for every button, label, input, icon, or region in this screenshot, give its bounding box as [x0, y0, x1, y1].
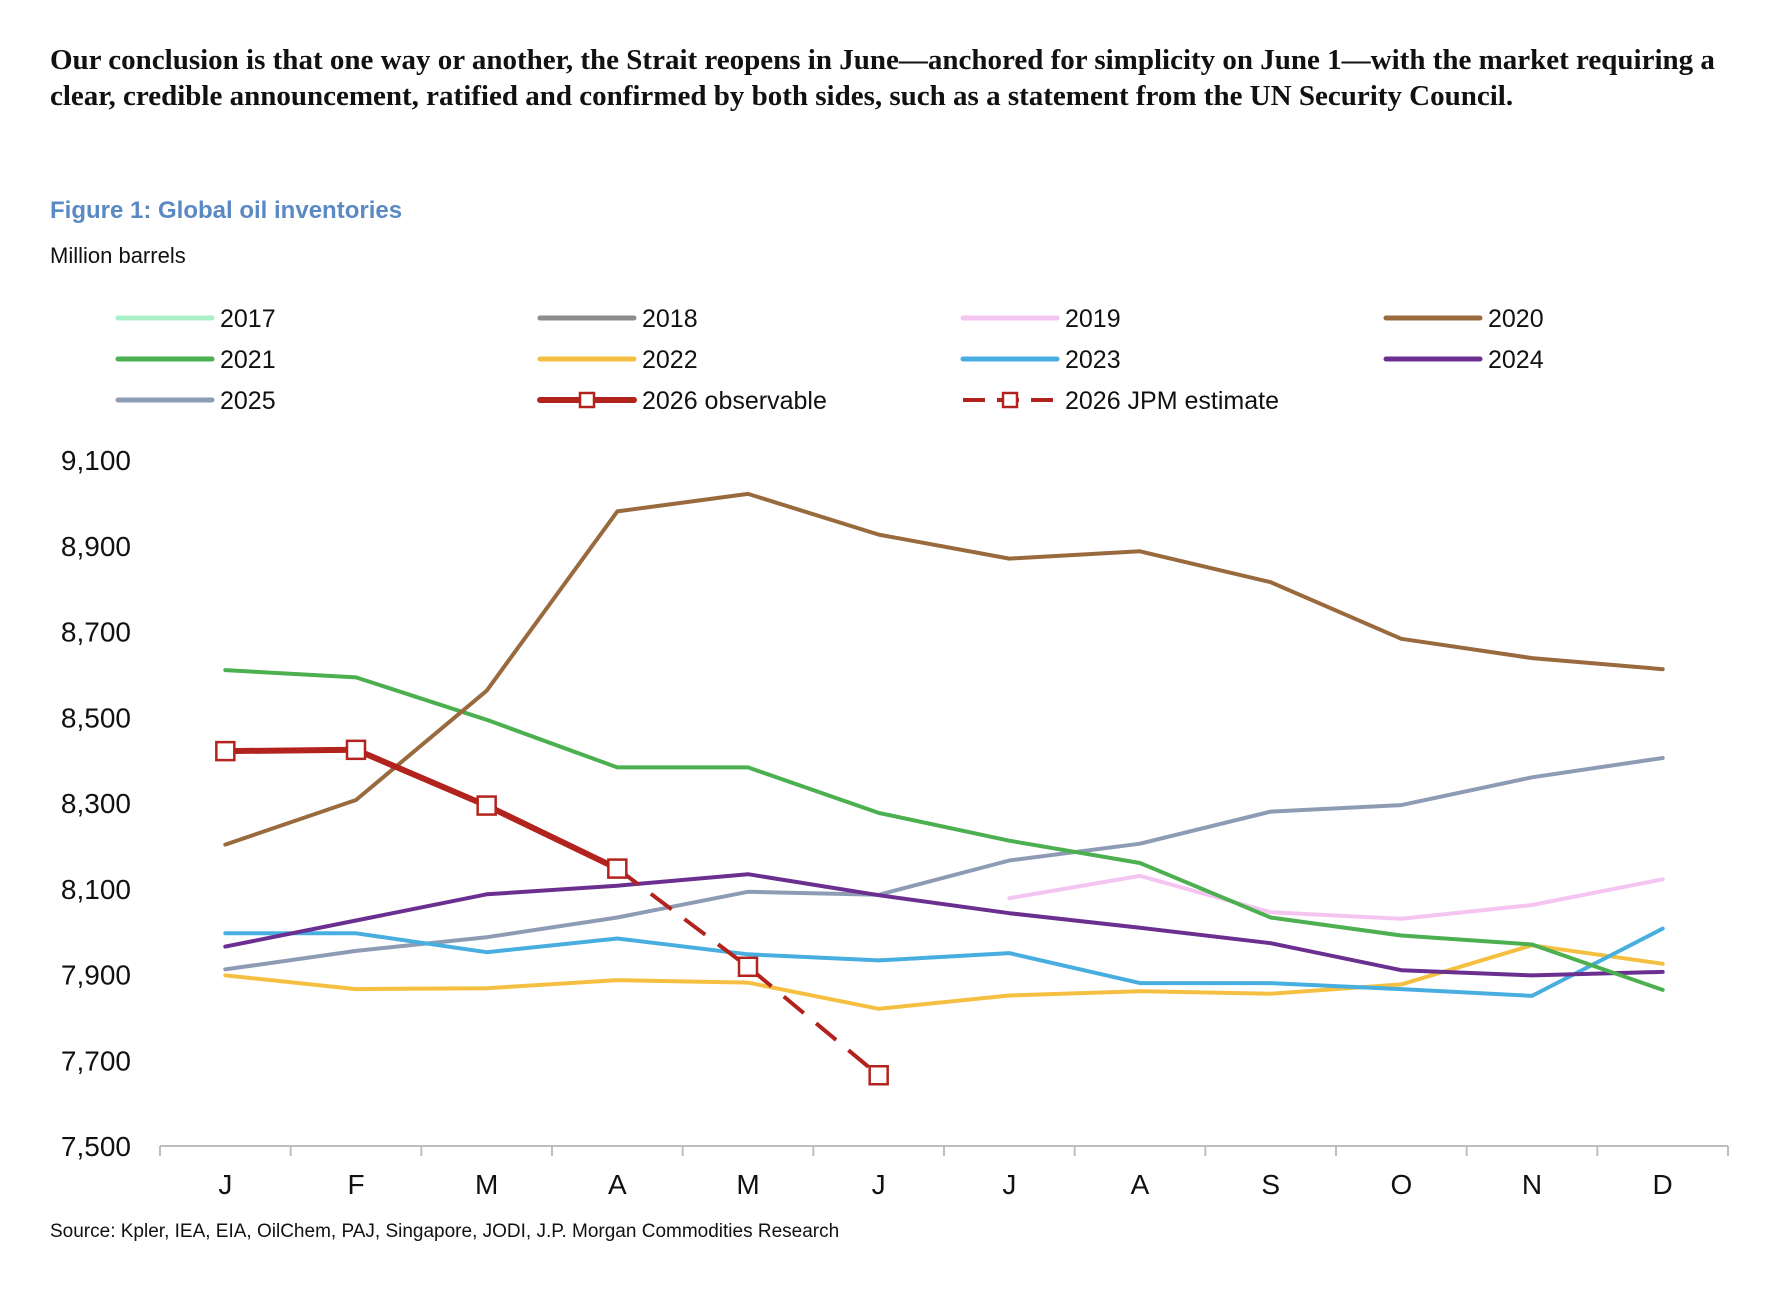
legend-item-2020: 2020 [1383, 305, 1544, 333]
x-tick-label: M [736, 1169, 759, 1200]
legend-label: 2026 JPM estimate [1065, 387, 1279, 415]
data-point-2026-observable [607, 858, 628, 879]
legend-item-2023: 2023 [960, 346, 1121, 374]
legend-item-2025: 2025 [115, 387, 276, 415]
y-tick-label: 8,100 [61, 874, 131, 905]
series-line-2026-jpm-estimate [616, 867, 880, 1077]
legend-label: 2025 [220, 387, 276, 415]
series-line-2026-observable [222, 746, 621, 872]
y-tick-label: 8,700 [61, 617, 131, 648]
legend-label: 2020 [1488, 305, 1544, 333]
legend-marker [1001, 391, 1019, 409]
series-line-2024 [223, 872, 1665, 978]
legend-item-2022: 2022 [537, 346, 698, 374]
x-tick-label: N [1522, 1169, 1542, 1200]
x-tick-label: J [1002, 1169, 1016, 1200]
series-line-2025 [223, 756, 1665, 972]
chart-axes: J F M A M J J A S O N D 7,500 7,700 7,900 8,100 8,300 8,5… [61, 445, 1729, 1200]
data-point-2026-jpm-estimate [737, 956, 759, 978]
legend-item-2021: 2021 [115, 346, 276, 374]
intro-paragraph: Our conclusion is that one way or anothe… [50, 44, 1715, 112]
legend-label: 2024 [1488, 346, 1544, 374]
legend-label: 2019 [1065, 305, 1121, 333]
y-tick-label: 7,500 [61, 1131, 131, 1162]
x-tick-label: F [347, 1169, 364, 1200]
series-line-2023 [223, 926, 1665, 998]
legend-label: 2017 [220, 305, 276, 333]
series-line-2021 [223, 668, 1665, 992]
data-point-2026-observable [476, 795, 497, 816]
legend-label: 2018 [642, 305, 698, 333]
legend-item-2019: 2019 [960, 305, 1121, 333]
legend-item-2018: 2018 [537, 305, 698, 333]
legend-label: 2026 observable [642, 387, 827, 415]
legend-label: 2023 [1065, 346, 1121, 374]
series-line-2022 [223, 943, 1665, 1011]
legend-marker [578, 391, 596, 409]
unit-label: Million barrels [50, 243, 186, 268]
x-tick-label: S [1261, 1169, 1280, 1200]
y-tick-label: 8,300 [61, 788, 131, 819]
x-tick-label: J [872, 1169, 886, 1200]
x-tick-label: J [218, 1169, 232, 1200]
legend-item-2017: 2017 [115, 305, 276, 333]
figure-title: Figure 1: Global oil inventories [50, 197, 403, 224]
legend-item-2024: 2024 [1383, 346, 1544, 374]
y-tick-label: 7,700 [61, 1045, 131, 1076]
legend-item-2026-observable: 2026 observable [537, 387, 827, 415]
x-tick-label: O [1390, 1169, 1412, 1200]
data-point-2026-observable [345, 739, 367, 761]
data-point-2026-observable [215, 740, 236, 762]
y-tick-label: 7,900 [61, 960, 131, 991]
legend-label: 2022 [642, 346, 698, 374]
x-tick-label: M [475, 1169, 498, 1200]
x-tick-label: A [1131, 1169, 1150, 1200]
legend-label: 2021 [220, 346, 276, 374]
chart-legend: 2017 2018 2019 2020 2021 2022 2023 2024 2025 2026… [115, 305, 1544, 415]
legend-item-2026-jpm-estimate: 2026 JPM estimate [963, 387, 1279, 415]
source-note: Source: Kpler, IEA, EIA, OilChem, PAJ, S… [50, 1221, 840, 1242]
y-tick-label: 9,100 [61, 445, 131, 476]
y-tick-label: 8,500 [61, 702, 131, 733]
x-tick-label: D [1653, 1169, 1673, 1200]
series-line-2020 [223, 491, 1665, 847]
chart-series [215, 491, 1665, 1086]
series-line-2019 [1007, 873, 1665, 921]
data-point-2026-jpm-estimate [868, 1065, 889, 1086]
y-tick-label: 8,900 [61, 531, 131, 562]
x-tick-label: A [608, 1169, 627, 1200]
